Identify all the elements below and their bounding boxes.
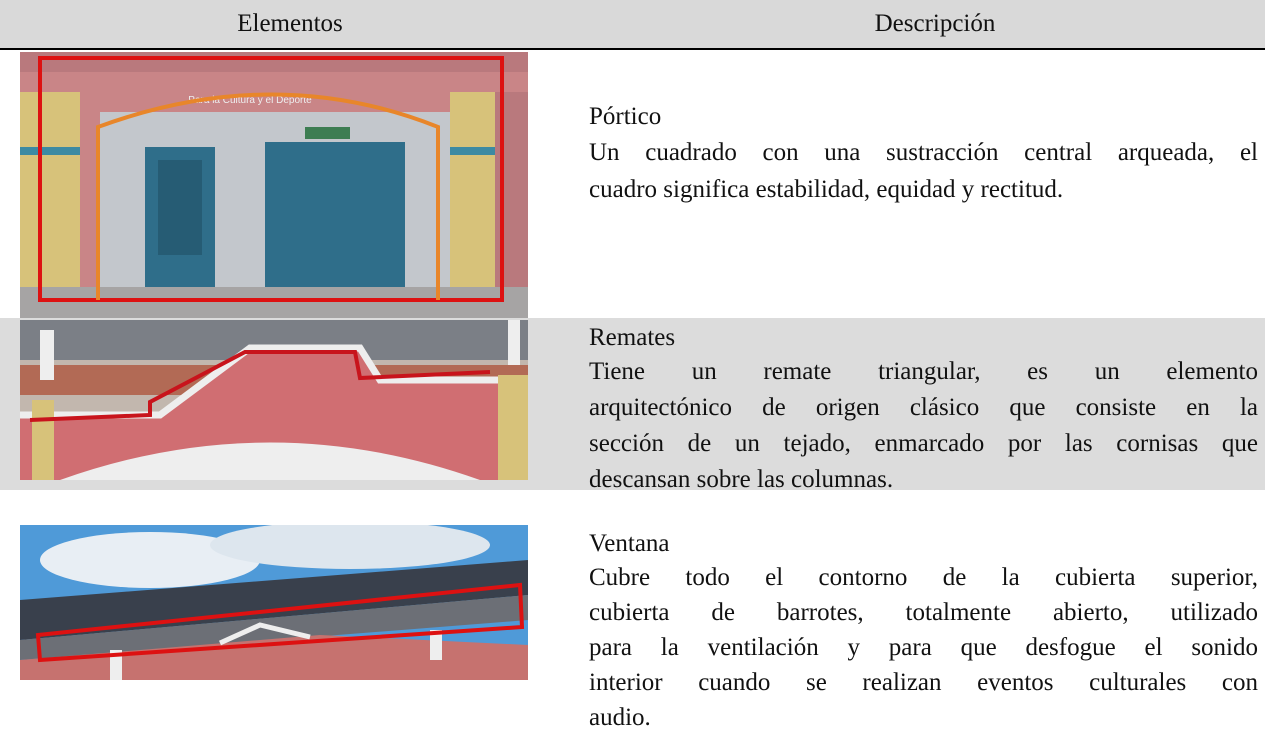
- column-header: Descripción: [874, 10, 996, 37]
- table-header: [0, 0, 1265, 48]
- element-name: Ventana: [589, 530, 670, 557]
- description-line: descansan sobre las columnas.: [589, 466, 894, 493]
- ventana-photo: [20, 525, 528, 680]
- description-line: cuadro significa estabilidad, equidad y …: [589, 176, 1064, 203]
- header-rule: [0, 48, 1265, 50]
- description-line: audio.: [589, 704, 651, 731]
- element-name: Pórtico: [589, 103, 662, 130]
- description-line: Un cuadrado con una sustracción central …: [589, 139, 1258, 166]
- description-line: Tiene un remate triangular, es un elemen…: [589, 358, 1258, 385]
- photo-caption: Para la Cultura y el Deporte: [188, 95, 312, 106]
- portico-photo: Para la Cultura y el Deporte: [20, 52, 528, 318]
- description-line: interior cuando se realizan eventos cult…: [589, 669, 1258, 696]
- description-line: cubierta de barrotes, totalmente abierto…: [589, 599, 1258, 626]
- element-name: Remates: [589, 324, 676, 351]
- description-line: sección de un tejado, enmarcado por las …: [589, 430, 1258, 457]
- description-line: arquitectónico de origen clásico que con…: [589, 394, 1258, 421]
- remates-photo: [20, 320, 528, 480]
- description-line: para la ventilación y para que desfogue …: [589, 634, 1258, 661]
- column-header: Elementos: [237, 10, 343, 37]
- description-line: Cubre todo el contorno de la cubierta su…: [589, 564, 1258, 591]
